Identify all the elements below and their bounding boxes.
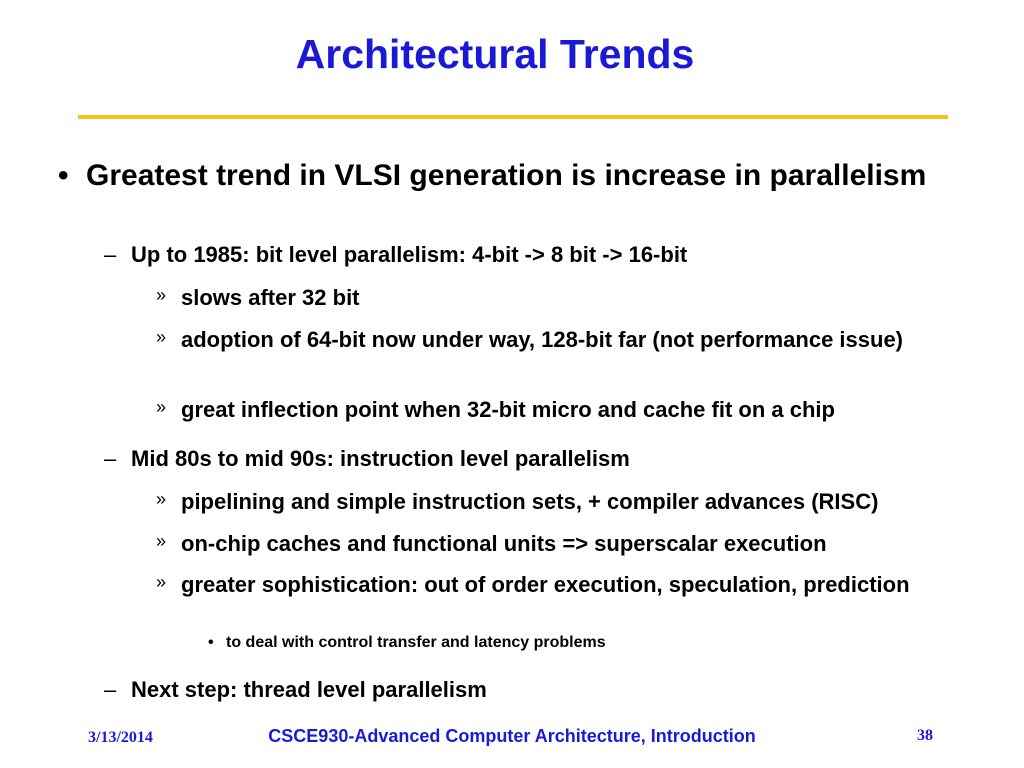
dash-marker: –: [104, 446, 117, 471]
list-item: » adoption of 64-bit now under way, 128-…: [156, 326, 1006, 354]
list-item: » pipelining and simple instruction sets…: [156, 488, 1006, 516]
nested-list-item: • to deal with control transfer and late…: [208, 633, 908, 652]
list-item-text: adoption of 64-bit now under way, 128-bi…: [181, 327, 904, 352]
title-divider: [78, 115, 948, 119]
list-item: » greater sophistication: out of order e…: [156, 571, 1006, 599]
list-item-text: great inflection point when 32-bit micro…: [181, 397, 835, 422]
chevron-marker: »: [156, 531, 167, 551]
chevron-marker: »: [156, 572, 167, 592]
list-item: » great inflection point when 32-bit mic…: [156, 396, 1006, 424]
dash-marker: –: [104, 677, 117, 702]
sub-bullet-text: Next step: thread level parallelism: [131, 677, 487, 702]
nested-list-item-text: to deal with control transfer and latenc…: [226, 634, 606, 651]
bullet-marker: •: [58, 159, 69, 192]
list-item-text: on-chip caches and functional units => s…: [181, 531, 827, 556]
list-item-text: slows after 32 bit: [181, 285, 360, 310]
footer-course-title: CSCE930-Advanced Computer Architecture, …: [268, 726, 756, 746]
chevron-marker: »: [156, 489, 167, 509]
sub-bullet-thread-level: – Next step: thread level parallelism: [104, 677, 984, 703]
sub-bullet-instruction-level: – Mid 80s to mid 90s: instruction level …: [104, 446, 984, 472]
bullet-marker: •: [208, 634, 214, 651]
sub-bullet-bit-level: – Up to 1985: bit level parallelism: 4-b…: [104, 242, 984, 268]
bullet-main: • Greatest trend in VLSI generation is i…: [58, 158, 938, 194]
sub-bullet-text: Mid 80s to mid 90s: instruction level pa…: [131, 446, 630, 471]
list-item-text: pipelining and simple instruction sets, …: [181, 489, 879, 514]
slide-number: 38: [917, 727, 933, 744]
footer-date: 3/13/2014: [88, 729, 153, 746]
chevron-marker: »: [156, 285, 167, 305]
list-item: » on-chip caches and functional units =>…: [156, 530, 1006, 558]
list-item-text: greater sophistication: out of order exe…: [181, 572, 910, 597]
dash-marker: –: [104, 242, 117, 267]
sub-bullet-text: Up to 1985: bit level parallelism: 4-bit…: [131, 242, 688, 267]
chevron-marker: »: [156, 397, 167, 417]
slide-title: Architectural Trends: [295, 31, 695, 77]
list-item: » slows after 32 bit: [156, 284, 1006, 312]
bullet-main-text: Greatest trend in VLSI generation is inc…: [86, 159, 927, 192]
chevron-marker: »: [156, 327, 167, 347]
